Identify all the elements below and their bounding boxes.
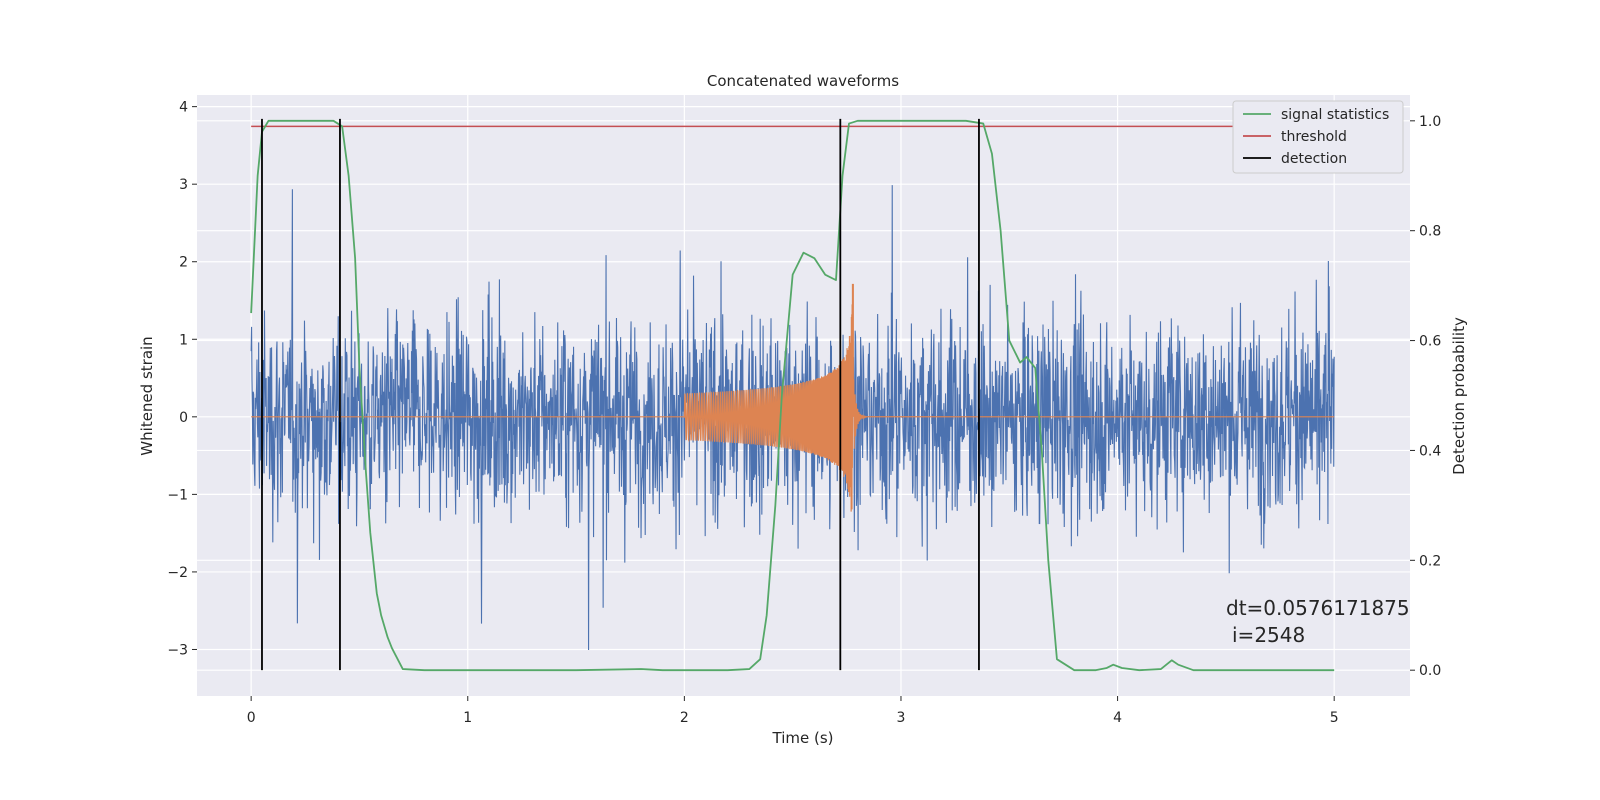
probability-series: [250, 118, 1335, 672]
x-tick-label: 0: [247, 710, 256, 726]
y-tick-label: −1: [167, 487, 188, 503]
y2-tick-label: 1.0: [1419, 114, 1441, 130]
injection-series: [251, 283, 1335, 512]
x-tick-label: 2: [680, 710, 689, 726]
legend: signal statistics threshold detection: [1232, 100, 1404, 174]
injection-line: [251, 283, 1335, 512]
strain-line: [250, 185, 1335, 650]
y2-axis-label: Detection probability: [1450, 317, 1468, 475]
y2-tick-label: 0.4: [1419, 443, 1441, 459]
y-tick-label: 4: [179, 100, 188, 116]
x-tick-label: 4: [1113, 710, 1122, 726]
legend-label-signal-statistics: signal statistics: [1281, 107, 1389, 123]
annotation-dt: dt=0.0576171875: [1226, 596, 1410, 620]
y2-tick-label: 0.8: [1419, 224, 1441, 240]
x-tick-label: 5: [1330, 710, 1339, 726]
legend-label-threshold: threshold: [1281, 129, 1347, 145]
x-tick-label: 3: [897, 710, 906, 726]
chart-title: Concatenated waveforms: [707, 72, 899, 90]
y-tick-label: 2: [179, 255, 188, 271]
x-tick-label: 1: [463, 710, 472, 726]
y-tick-label: 3: [179, 177, 188, 193]
legend-label-detection: detection: [1281, 151, 1347, 167]
signal-statistics-line: [250, 119, 1335, 672]
y2-tick-label: 0.0: [1419, 663, 1441, 679]
x-axis-label: Time (s): [772, 729, 834, 747]
y-tick-label: −3: [167, 642, 188, 658]
legend-box: [1232, 100, 1404, 174]
ticks: 0 1 2 3 4 5 −3 −2 −1 0 1 2 3 4 0.0 0.2 0.4 0.6 0.8 1.0: [167, 100, 1441, 726]
y2-tick-label: 0.6: [1419, 334, 1441, 350]
y-tick-label: 0: [179, 410, 188, 426]
y2-tick-label: 0.2: [1419, 553, 1441, 569]
y-tick-label: −2: [167, 565, 188, 581]
strain-series: [250, 185, 1335, 650]
y-axis-label: Whitened strain: [138, 336, 156, 455]
y-tick-label: 1: [179, 332, 188, 348]
annotation-index: i=2548: [1232, 623, 1305, 647]
